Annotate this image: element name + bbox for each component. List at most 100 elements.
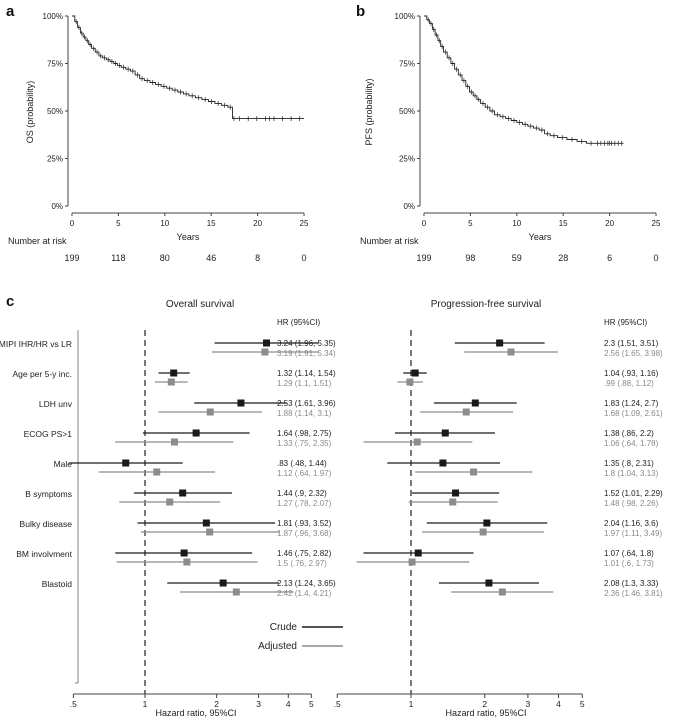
forest-pfs-crude-point [483, 519, 491, 527]
forest-os-adjusted-hr-text: 1.27 (.78, 2.07) [277, 499, 332, 508]
forest-row-label: Age per 5-y inc. [12, 369, 72, 379]
km-plot-os: OS (probability) Years Number at risk 0%… [8, 12, 309, 263]
km-os-at-risk-value: 118 [111, 253, 125, 263]
km-plot-pfs: PFS (probability) Years Number at risk 0… [360, 12, 661, 263]
km-os-x-tick-label: 25 [300, 219, 309, 228]
km-os-ylabel: OS (probability) [25, 81, 35, 144]
forest-pfs-crude-point [452, 489, 460, 497]
panel-c-letter: c [6, 293, 14, 310]
forest-pfs-x-tick-label: 3 [526, 699, 531, 709]
km-pfs-x-tick-label: 5 [468, 219, 473, 228]
forest-pfs-adjusted-hr-text: 1.06 (.64, 1.78) [604, 439, 659, 448]
forest-os-crude-hr-text: 2.13 (1.24, 3.65) [277, 579, 336, 588]
forest-os-crude-point [122, 459, 130, 467]
forest-os-crude-point [263, 339, 271, 347]
forest-os-x-tick-label: 4 [286, 699, 291, 709]
km-os-xlabel: Years [177, 232, 200, 242]
forest-pfs-adjusted-point [462, 408, 470, 416]
forest-pfs-crude-hr-text: 1.83 (1.24, 2.7) [604, 399, 659, 408]
forest-pfs-adjusted-point [408, 558, 416, 566]
forest-row-label: MIPI IHR/HR vs LR [0, 339, 72, 349]
forest-os-x-tick-label: 3 [256, 699, 261, 709]
forest-pfs-crude-hr-text: 2.08 (1.3, 3.33) [604, 579, 659, 588]
km-os-at-risk-value: 0 [301, 253, 306, 263]
forest-row-label: Male [54, 459, 73, 469]
forest-row-label: Blastoid [42, 579, 73, 589]
km-pfs-at-risk-value: 59 [512, 253, 522, 263]
km-pfs-number-at-risk-label: Number at risk [360, 236, 419, 246]
forest-row-label: LDH unv [39, 399, 73, 409]
forest-os-crude-point [170, 369, 178, 377]
forest-pfs-adjusted-hr-text: 1.8 (1.04, 3.13) [604, 469, 659, 478]
km-pfs-x-tick-label: 0 [422, 219, 427, 228]
km-os-x-tick-label: 20 [253, 219, 262, 228]
forest-os-adjusted-point [206, 528, 214, 536]
km-pfs-y-tick-label: 0% [403, 202, 415, 211]
forest-pfs-crude-hr-text: 2.3 (1.51, 3.51) [604, 339, 659, 348]
km-os-survival-curve [72, 15, 304, 120]
km-pfs-x-tick-label: 20 [605, 219, 614, 228]
forest-pfs-adjusted-hr-text: 1.01 (.6, 1.73) [604, 559, 654, 568]
forest-os-adjusted-point [261, 348, 269, 356]
forest-row-label: B symptoms [25, 489, 72, 499]
forest-os-crude-hr-text: 1.44 (.9, 2.32) [277, 489, 327, 498]
km-pfs-at-risk-value: 6 [607, 253, 612, 263]
forest-pfs-x-tick-label: 4 [556, 699, 561, 709]
forest-os-adjusted-point [166, 498, 174, 506]
forest-os-adjusted-point [183, 558, 191, 566]
forest-row-label: Bulky disease [20, 519, 73, 529]
forest-os-crude-point [180, 549, 188, 557]
forest-os-title: Overall survival [166, 299, 234, 310]
forest-os-adjusted-hr-text: 1.33 (.75, 2.35) [277, 439, 332, 448]
forest-os-adjusted-hr-text: 1.87 (.96, 3.68) [277, 529, 332, 538]
forest-os-crude-point [237, 399, 245, 407]
forest-os-x-tick-label: 5 [309, 699, 314, 709]
forest-pfs-adjusted-point [406, 378, 414, 386]
forest-os-crude-hr-text: 1.81 (.93, 3.52) [277, 519, 332, 528]
km-pfs-at-risk-value: 0 [653, 253, 658, 263]
forest-pfs-crude-point [439, 459, 447, 467]
km-os-at-risk-value: 80 [160, 253, 170, 263]
km-os-at-risk-value: 46 [206, 253, 216, 263]
forest-os-adjusted-point [232, 588, 240, 596]
forest-pfs-crude-point [411, 369, 419, 377]
forest-pfs-crude-point [414, 549, 422, 557]
forest-pfs-x-tick-label: 5 [580, 699, 585, 709]
forest-pfs-crude-point [496, 339, 504, 347]
km-pfs-y-tick-label: 75% [399, 60, 415, 69]
forest-os-crude-point [192, 429, 200, 437]
forest-pfs-hr-header: HR (95%CI) [604, 318, 647, 327]
forest-row-label: ECOG PS>1 [24, 429, 73, 439]
km-os-at-risk-value: 8 [255, 253, 260, 263]
forest-os-crude-hr-text: .83 (.48, 1.44) [277, 459, 327, 468]
forest-os-crude-hr-text: 3.24 (1.96, 5.35) [277, 339, 336, 348]
forest-pfs-x-tick-label: 2 [482, 699, 487, 709]
forest-pfs-adjusted-hr-text: 1.97 (1.11, 3.49) [604, 529, 662, 538]
km-pfs-xlabel: Years [529, 232, 552, 242]
forest-pfs-adjusted-point [449, 498, 457, 506]
panel-a-letter: a [6, 3, 15, 20]
km-os-number-at-risk-label: Number at risk [8, 236, 67, 246]
km-pfs-y-tick-label: 100% [395, 12, 415, 21]
forest-pfs-crude-hr-text: 1.35 (.8, 2.31) [604, 459, 654, 468]
forest-os-adjusted-hr-text: 1.5 (.76, 2.97) [277, 559, 327, 568]
forest-pfs-adjusted-point [498, 588, 506, 596]
forest-plot: Overall survival Progression-free surviv… [0, 299, 663, 718]
forest-os-crude-hr-text: 1.64 (.98, 2.75) [277, 429, 332, 438]
forest-pfs-title: Progression-free survival [431, 299, 542, 310]
forest-os-adjusted-point [206, 408, 214, 416]
forest-os-adjusted-hr-text: 1.88 (1.14, 3.1) [277, 409, 332, 418]
forest-pfs-adjusted-point [470, 468, 478, 476]
forest-os-x-tick-label: 1 [143, 699, 148, 709]
km-pfs-at-risk-value: 98 [465, 253, 475, 263]
forest-pfs-adjusted-hr-text: 1.68 (1.09, 2.61) [604, 409, 663, 418]
forest-os-x-tick-label: 2 [214, 699, 219, 709]
forest-pfs-crude-hr-text: 1.38 (.86, 2.2) [604, 429, 654, 438]
km-pfs-y-tick-label: 25% [399, 155, 415, 164]
forest-pfs-crude-hr-text: 1.07 (.64, 1.8) [604, 549, 654, 558]
forest-pfs-adjusted-point [413, 438, 421, 446]
legend-adjusted-label: Adjusted [258, 641, 297, 652]
forest-pfs-crude-hr-text: 1.04 (.93, 1.16) [604, 369, 659, 378]
forest-os-adjusted-point [170, 438, 178, 446]
